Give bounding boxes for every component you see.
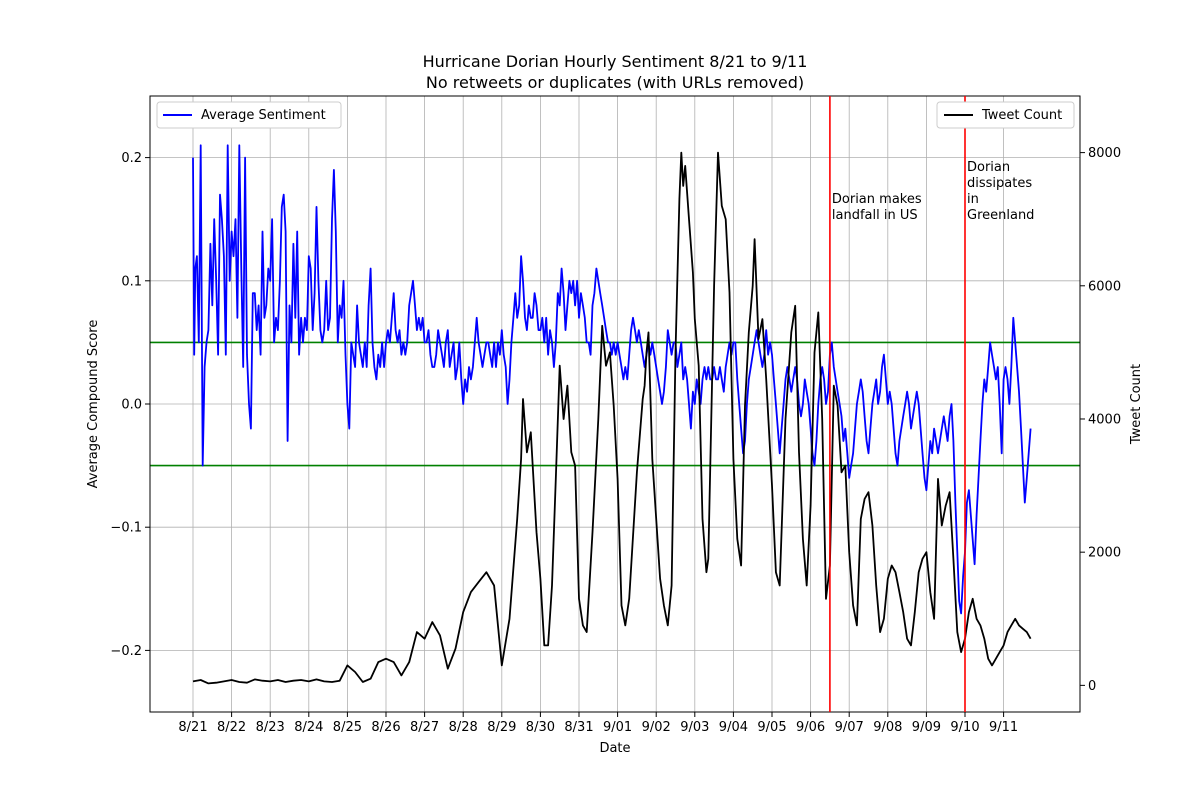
sentiment-line bbox=[192, 144, 1032, 615]
x-tick-label: 8/31 bbox=[564, 720, 593, 735]
x-tick-label: 9/06 bbox=[796, 720, 825, 735]
x-tick-label: 8/24 bbox=[294, 720, 323, 735]
x-tick-label: 9/02 bbox=[642, 720, 671, 735]
x-tick-label: 9/05 bbox=[757, 720, 786, 735]
x-axis: 8/21 8/22 8/23 8/24 8/25 8/26 8/27 8/28 8/29 8/30… bbox=[178, 712, 1018, 735]
x-tick-label: 8/29 bbox=[487, 720, 516, 735]
event-annotation: Dorian dissipates in Greenland bbox=[967, 160, 1034, 223]
x-tick-label: 8/22 bbox=[217, 720, 246, 735]
left-y-axis: −0.2 −0.1 0.0 0.1 0.2 bbox=[110, 151, 150, 659]
x-tick-label: 8/26 bbox=[371, 720, 400, 735]
x-tick-label: 8/21 bbox=[178, 720, 207, 735]
x-tick-label: 9/07 bbox=[835, 720, 864, 735]
series-lines bbox=[192, 144, 1032, 685]
right-y-axis-label: Tweet Count bbox=[1129, 364, 1144, 445]
x-tick-label: 8/30 bbox=[526, 720, 555, 735]
left-y-tick-label: 0.1 bbox=[121, 274, 142, 289]
right-y-tick-label: 2000 bbox=[1088, 546, 1121, 561]
left-y-tick-label: 0.2 bbox=[121, 151, 142, 166]
event-annotation-line: landfall in US bbox=[832, 208, 918, 223]
x-tick-label: 8/27 bbox=[410, 720, 439, 735]
event-annotation-line: Dorian makes bbox=[832, 192, 922, 207]
legend-tweet-count: Tweet Count bbox=[936, 101, 1075, 129]
x-tick-label: 9/01 bbox=[603, 720, 632, 735]
chart-subtitle: No retweets or duplicates (with URLs rem… bbox=[426, 73, 804, 92]
event-annotation-line: in bbox=[967, 192, 979, 207]
legend-right-box bbox=[936, 101, 1075, 129]
tweet-count-line bbox=[192, 151, 1032, 685]
left-y-tick-label: −0.2 bbox=[110, 644, 142, 659]
left-y-tick-label: −0.1 bbox=[110, 521, 142, 536]
left-y-tick-label: 0.0 bbox=[121, 398, 142, 413]
right-y-tick-label: 4000 bbox=[1088, 412, 1121, 427]
annotations: Dorian makes landfall in US Dorian dissipat… bbox=[829, 96, 1034, 712]
legend-left-label: Average Sentiment bbox=[201, 108, 326, 123]
x-tick-label: 9/10 bbox=[950, 720, 979, 735]
event-annotation-line: Greenland bbox=[967, 208, 1034, 223]
legend-average-sentiment: Average Sentiment bbox=[156, 101, 342, 129]
event-annotation-line: Dorian bbox=[967, 160, 1010, 175]
legend-left-box bbox=[156, 101, 342, 129]
event-annotation-line: dissipates bbox=[967, 176, 1032, 191]
x-tick-label: 8/28 bbox=[449, 720, 478, 735]
x-axis-label: Date bbox=[599, 741, 630, 756]
chart-title: Hurricane Dorian Hourly Sentiment 8/21 t… bbox=[423, 52, 808, 71]
right-y-tick-label: 0 bbox=[1088, 679, 1096, 694]
x-tick-label: 9/08 bbox=[873, 720, 902, 735]
left-y-axis-label: Average Compound Score bbox=[86, 320, 101, 489]
reference-lines bbox=[150, 341, 1080, 467]
x-tick-label: 9/09 bbox=[912, 720, 941, 735]
right-y-tick-label: 8000 bbox=[1088, 146, 1121, 161]
x-tick-label: 9/11 bbox=[989, 720, 1018, 735]
x-tick-label: 8/23 bbox=[256, 720, 285, 735]
event-annotation: Dorian makes landfall in US bbox=[832, 192, 922, 223]
x-tick-label: 9/03 bbox=[680, 720, 709, 735]
right-y-tick-label: 6000 bbox=[1088, 279, 1121, 294]
legend-right-label: Tweet Count bbox=[981, 108, 1062, 123]
x-tick-label: 9/04 bbox=[719, 720, 748, 735]
x-tick-label: 8/25 bbox=[333, 720, 362, 735]
right-y-axis: 0 2000 4000 6000 8000 bbox=[1080, 146, 1121, 694]
